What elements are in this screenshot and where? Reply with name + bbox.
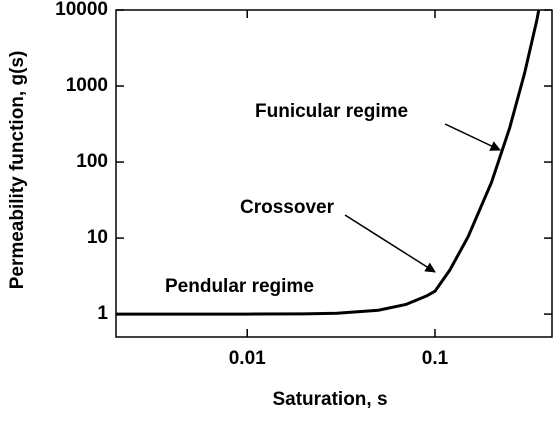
annotation-arrow — [444, 123, 501, 151]
x-axis-title: Saturation, s — [272, 389, 387, 410]
y-tick-label: 10000 — [55, 0, 108, 20]
y-tick-label: 1000 — [66, 75, 108, 96]
annotation: Crossover — [240, 197, 335, 218]
x-tick-label: 0.1 — [422, 348, 449, 369]
annotation: Funicular regime — [255, 101, 408, 122]
data-line — [116, 10, 541, 316]
plot-frame — [115, 9, 553, 338]
annotation-arrow — [344, 214, 436, 273]
y-tick-label: 10 — [87, 227, 108, 248]
y-axis-title: Permeability function, g(s) — [7, 51, 28, 290]
x-tick-label: 0.01 — [229, 348, 266, 369]
y-tick-label: 1 — [97, 303, 108, 324]
y-tick-label: 100 — [76, 151, 108, 172]
annotation: Pendular regime — [165, 276, 314, 297]
